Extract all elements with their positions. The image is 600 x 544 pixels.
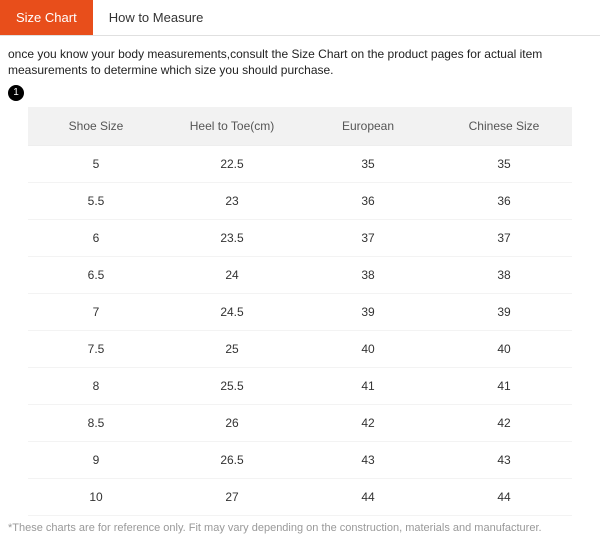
table-cell: 6 [28,220,164,257]
table-cell: 36 [300,183,436,220]
table-cell: 10 [28,479,164,516]
table-cell: 40 [436,331,572,368]
table-cell: 43 [300,442,436,479]
table-cell: 41 [436,368,572,405]
step-badge: 1 [8,85,24,101]
table-row: 10274444 [28,479,572,516]
badge-row: 1 [0,84,600,107]
table-cell: 6.5 [28,257,164,294]
table-row: 522.53535 [28,146,572,183]
table-cell: 8.5 [28,405,164,442]
table-cell: 7 [28,294,164,331]
table-cell: 26.5 [164,442,300,479]
table-cell: 37 [436,220,572,257]
table-row: 825.54141 [28,368,572,405]
tab-size-chart[interactable]: Size Chart [0,0,93,35]
footnote: *These charts are for reference only. Fi… [0,516,600,544]
table-cell: 24 [164,257,300,294]
table-cell: 37 [300,220,436,257]
table-cell: 39 [300,294,436,331]
col-european: European [300,107,436,146]
table-cell: 38 [300,257,436,294]
table-cell: 35 [300,146,436,183]
table-cell: 9 [28,442,164,479]
table-cell: 27 [164,479,300,516]
table-cell: 23 [164,183,300,220]
tab-how-to-measure[interactable]: How to Measure [93,0,220,35]
table-cell: 5 [28,146,164,183]
table-row: 5.5233636 [28,183,572,220]
table-cell: 26 [164,405,300,442]
table-cell: 8 [28,368,164,405]
col-shoe-size: Shoe Size [28,107,164,146]
table-row: 8.5264242 [28,405,572,442]
col-chinese-size: Chinese Size [436,107,572,146]
table-cell: 22.5 [164,146,300,183]
table-row: 724.53939 [28,294,572,331]
table-cell: 38 [436,257,572,294]
intro-text: once you know your body measurements,con… [0,36,600,84]
table-cell: 44 [436,479,572,516]
table-cell: 25 [164,331,300,368]
table-cell: 5.5 [28,183,164,220]
tabs: Size Chart How to Measure [0,0,600,36]
table-header-row: Shoe Size Heel to Toe(cm) European Chine… [28,107,572,146]
table-cell: 44 [300,479,436,516]
table-cell: 43 [436,442,572,479]
table-cell: 42 [436,405,572,442]
col-heel-to-toe: Heel to Toe(cm) [164,107,300,146]
table-cell: 7.5 [28,331,164,368]
table-row: 926.54343 [28,442,572,479]
table-cell: 41 [300,368,436,405]
table-cell: 25.5 [164,368,300,405]
table-cell: 40 [300,331,436,368]
table-cell: 36 [436,183,572,220]
size-table: Shoe Size Heel to Toe(cm) European Chine… [28,107,572,516]
table-cell: 23.5 [164,220,300,257]
table-row: 6.5243838 [28,257,572,294]
table-row: 623.53737 [28,220,572,257]
size-table-wrap: Shoe Size Heel to Toe(cm) European Chine… [0,107,600,516]
table-row: 7.5254040 [28,331,572,368]
table-cell: 42 [300,405,436,442]
table-cell: 35 [436,146,572,183]
table-cell: 39 [436,294,572,331]
table-cell: 24.5 [164,294,300,331]
